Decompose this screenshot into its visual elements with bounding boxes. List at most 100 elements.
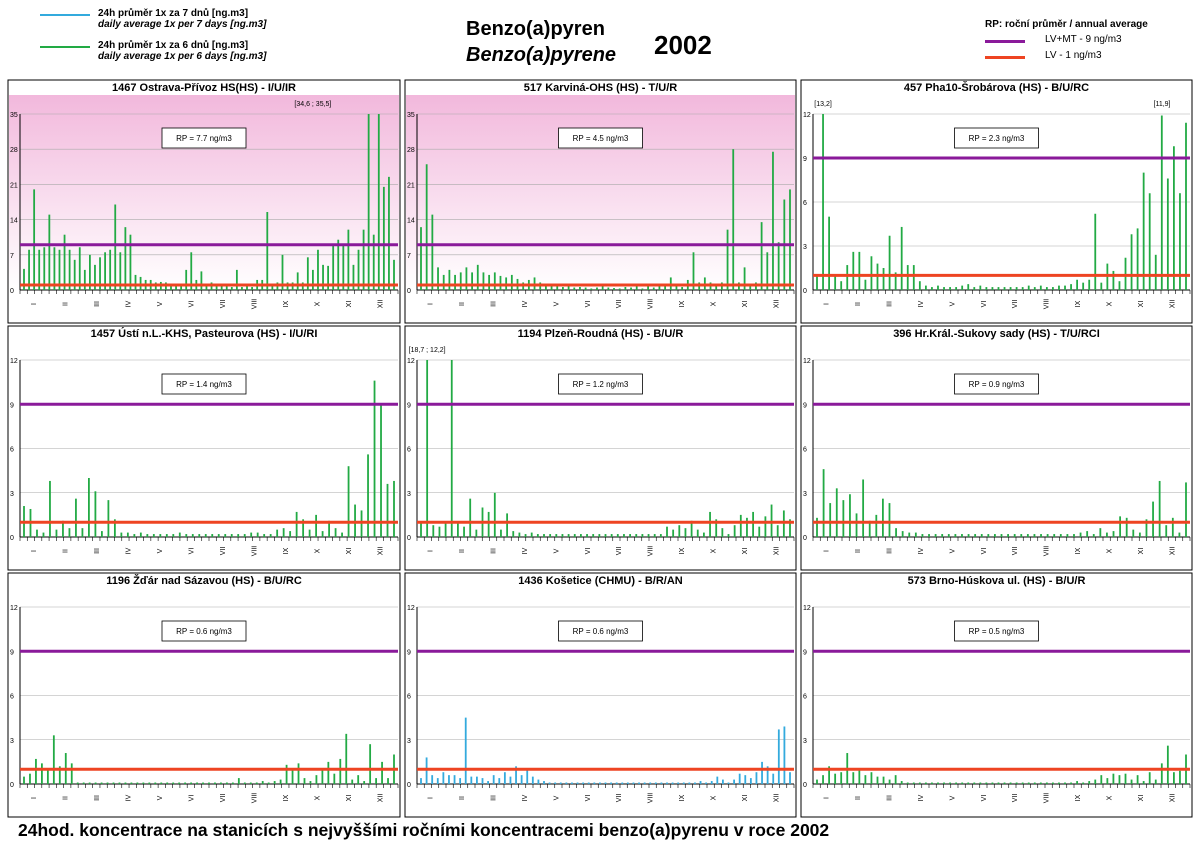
panel-title: 1467 Ostrava-Přívoz HS(HS) - I/U/IR [112,82,296,94]
month-label: II [62,302,69,306]
y-tick-label: 12 [10,605,18,612]
month-label: IX [1075,547,1082,554]
lv-label: LV - 1 ng/m3 [1045,50,1102,61]
month-label: X [710,548,717,553]
panel-title: 1194 Plzeň-Roudná (HS) - B/U/R [518,328,684,340]
month-label: X [1106,795,1113,800]
y-tick-label: 3 [407,491,411,498]
y-tick-label: 28 [10,147,18,154]
month-label: II [62,796,69,800]
y-tick-label: 12 [803,112,811,119]
rp-value: RP = 1.4 ng/m3 [176,380,232,389]
month-label: I [824,550,831,552]
month-label: VII [616,547,623,556]
month-label: IX [679,547,686,554]
month-label: X [1106,301,1113,306]
y-tick-label: 0 [407,288,411,295]
y-tick-label: 21 [407,182,415,189]
rp-value: RP = 0.5 ng/m3 [969,627,1025,636]
month-label: V [157,301,164,306]
y-tick-label: 0 [803,288,807,295]
title-english: Benzo(a)pyrene [466,44,617,66]
y-tick-label: 0 [10,535,14,542]
month-label: IV [125,547,132,554]
rp-box [558,373,643,395]
month-label: XI [346,795,353,802]
month-label: II [855,796,862,800]
y-tick-label: 9 [10,649,14,656]
plot-background [9,95,399,290]
month-label: IX [679,794,686,801]
panel-title: 517 Karviná-OHS (HS) - T/U/R [524,82,677,94]
month-label: V [949,301,956,306]
month-label: III [94,548,101,554]
month-label: X [314,548,321,553]
y-tick-label: 12 [10,358,18,365]
month-label: VI [188,548,195,555]
footer-caption: 24hod. koncentrace na stanicích s nejvyš… [18,820,830,840]
month-label: VII [616,794,623,803]
rp-value: RP = 0.6 ng/m3 [573,627,629,636]
month-label: V [553,548,560,553]
month-label: III [491,301,498,307]
month-label: XI [346,301,353,308]
y-tick-label: 9 [407,402,411,409]
month-label: XII [773,794,780,803]
month-label: IV [918,547,925,554]
month-label: X [314,795,321,800]
panel-frame [7,325,401,571]
month-label: I [428,550,435,552]
y-tick-label: 9 [803,156,807,163]
month-label: I [428,303,435,305]
panel-frame [7,572,401,818]
month-label: VI [188,301,195,308]
month-label: XII [1169,547,1176,556]
panel-title: 1457 Ústí n.L.-KHS, Pasteurova (HS) - I/… [91,327,318,340]
month-label: XII [377,300,384,309]
month-label: VI [981,301,988,308]
plot-background [406,95,795,290]
chart-panel: 396 Hr.Král.-Sukovy sady (HS) - T/U/RCI 0… [800,325,1193,571]
month-label: III [94,301,101,307]
lv-line-swatch [985,56,1025,59]
y-tick-label: 3 [10,491,14,498]
clip-annotation: [13,2] [814,101,832,108]
month-label: IX [679,300,686,307]
month-label: XI [742,795,749,802]
month-label: XI [1138,301,1145,308]
legend-7days-cz: 24h průměr 1x za 7 dnů [ng.m3] [98,8,249,19]
month-label: XII [1169,300,1176,309]
legend-7days-en: daily average 1x per 7 days [ng.m3] [98,19,267,30]
y-tick-label: 0 [407,782,411,789]
month-label: V [553,301,560,306]
month-label: XII [1169,794,1176,803]
month-label: VII [220,547,227,556]
y-tick-label: 6 [803,694,807,701]
y-tick-label: 7 [407,253,411,260]
month-label: VI [981,795,988,802]
rp-box [954,620,1039,642]
legend-line-blue [40,14,90,16]
month-label: VI [585,548,592,555]
y-tick-label: 9 [407,649,411,656]
month-label: XI [1138,795,1145,802]
month-label: XII [377,794,384,803]
month-label: I [31,550,38,552]
month-label: VII [220,300,227,309]
y-tick-label: 35 [407,112,415,119]
month-label: VIII [251,793,258,804]
y-tick-label: 12 [407,605,415,612]
month-label: III [887,548,894,554]
rp-value: RP = 4.5 ng/m3 [573,134,629,143]
clip-annotation: [11,9] [1154,101,1171,108]
y-tick-label: 0 [10,288,14,295]
panel-title: 1196 Žďár nad Sázavou (HS) - B/U/RC [106,574,302,587]
chart-panel: 1467 Ostrava-Přívoz HS(HS) - I/U/IR 0 7 14 2… [7,79,401,324]
month-label: IV [918,300,925,307]
y-tick-label: 9 [803,649,807,656]
lvmt-line-swatch [985,40,1025,43]
month-label: IV [918,794,925,801]
y-tick-label: 3 [803,738,807,745]
y-tick-label: 6 [803,447,807,454]
